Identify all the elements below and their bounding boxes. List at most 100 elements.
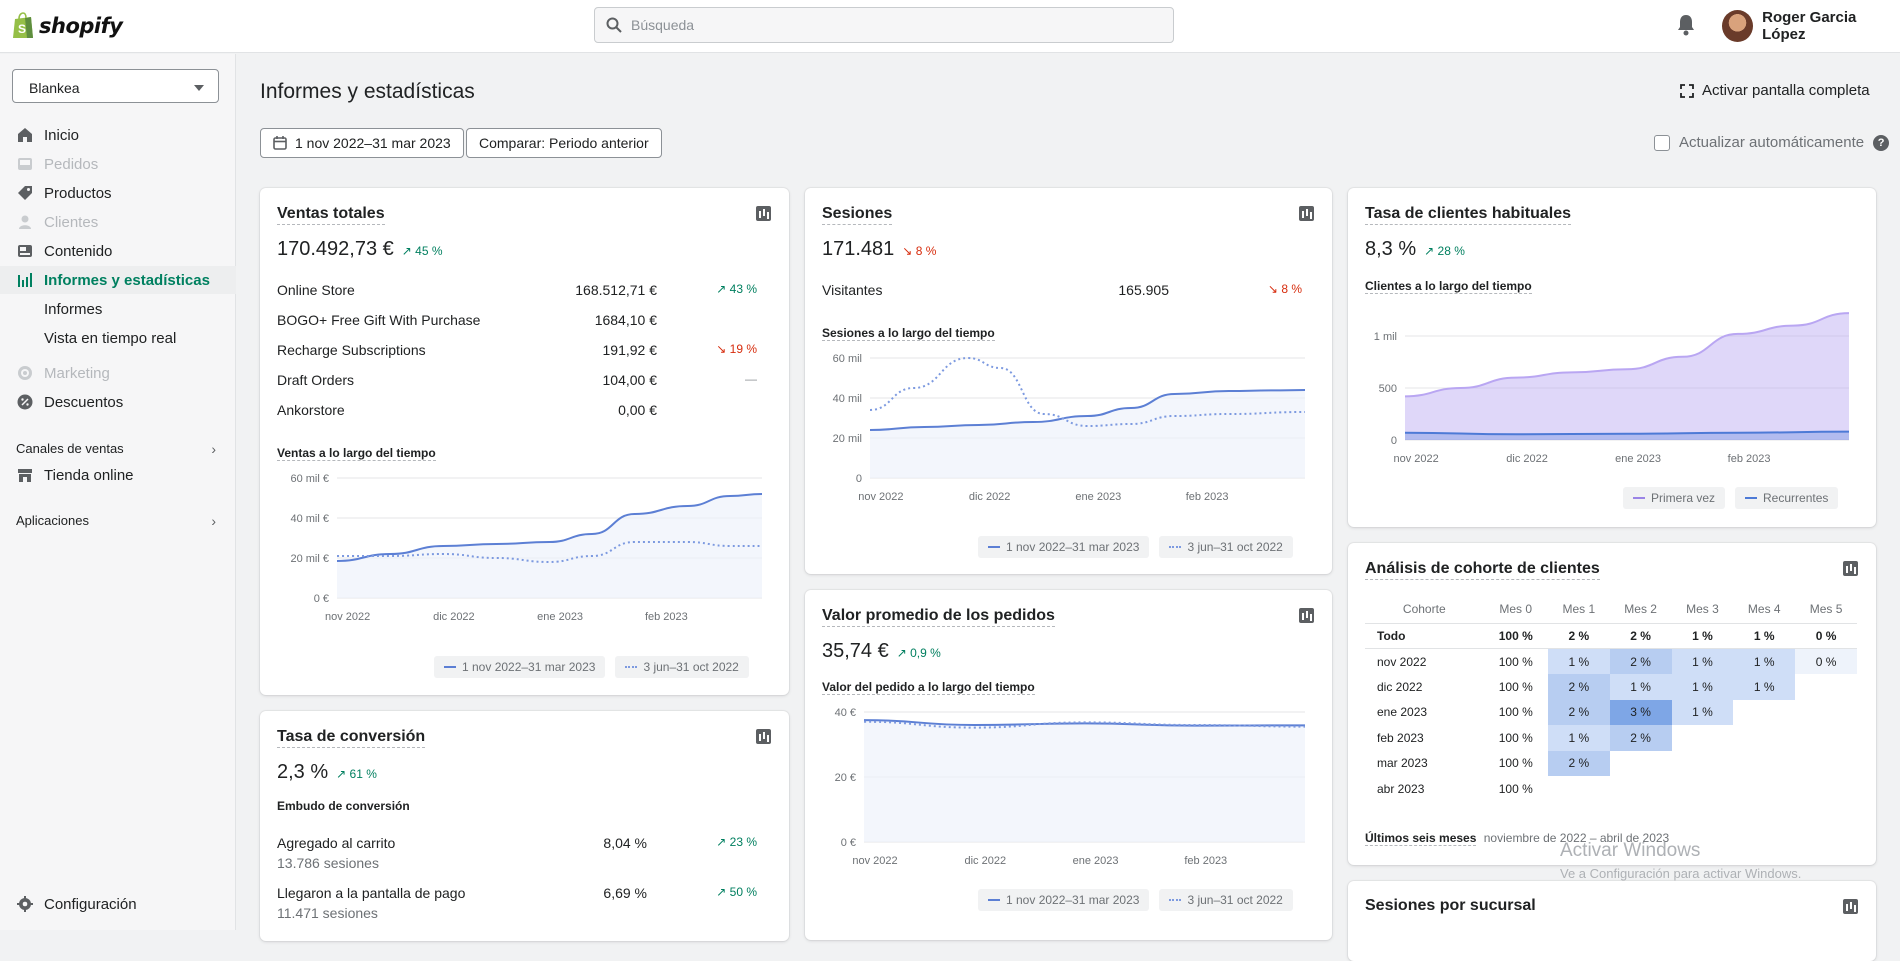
cohort-cell: 1 %	[1733, 648, 1796, 674]
cohort-cell	[1733, 776, 1795, 802]
list-item: Draft Orders 104,00 € —	[277, 372, 757, 392]
list-item: Visitantes 165.905 ↘ 8 %	[822, 282, 1302, 302]
sidebar-item-label: Marketing	[44, 364, 110, 382]
chart-subtitle[interactable]: Valor del pedido a lo largo del tiempo	[822, 680, 1035, 695]
cohort-label: mar 2023	[1377, 756, 1428, 771]
chart-legend: 1 nov 2022–31 mar 2023 3 jun–31 oct 2022	[978, 536, 1293, 558]
report-icon[interactable]	[1843, 899, 1858, 914]
row-value: 168.512,71 €	[575, 282, 657, 298]
cohort-cell: 100 %	[1498, 730, 1533, 745]
card-title[interactable]: Tasa de clientes habituales	[1365, 205, 1572, 225]
row-value: 8,04 %	[603, 835, 647, 851]
sidebar-item-pedidos[interactable]: Pedidos	[0, 150, 236, 178]
report-icon[interactable]	[756, 206, 771, 221]
sidebar-item-vista-real[interactable]: Vista en tiempo real	[0, 324, 236, 352]
report-icon[interactable]	[1299, 206, 1314, 221]
card-title[interactable]: Sesiones	[822, 205, 893, 225]
sidebar-item-configuracion[interactable]: Configuración	[0, 890, 236, 918]
legend-item[interactable]: 1 nov 2022–31 mar 2023	[978, 889, 1150, 911]
fullscreen-button[interactable]: Activar pantalla completa	[1680, 82, 1870, 99]
report-icon[interactable]	[1299, 608, 1314, 623]
report-icon[interactable]	[1843, 561, 1858, 576]
svg-text:S: S	[18, 22, 26, 36]
report-icon[interactable]	[756, 729, 771, 744]
card-title[interactable]: Valor promedio de los pedidos	[822, 607, 1055, 627]
chart-subtitle[interactable]: Sesiones a lo largo del tiempo	[822, 326, 995, 341]
cohort-cell	[1733, 751, 1795, 777]
date-range-button[interactable]: 1 nov 2022–31 mar 2023	[260, 128, 464, 158]
card-title[interactable]: Ventas totales	[277, 205, 385, 225]
store-select[interactable]: Blankea	[12, 69, 219, 103]
metric-number: 35,74 €	[822, 640, 889, 662]
legend-item[interactable]: 3 jun–31 oct 2022	[1159, 536, 1293, 558]
sidebar-item-tienda-online[interactable]: Tienda online	[0, 461, 236, 489]
auto-update-toggle[interactable]: Actualizar automáticamente ?	[1654, 134, 1890, 151]
legend-item[interactable]: Primera vez	[1623, 487, 1726, 509]
series-line[interactable]	[336, 493, 763, 562]
sidebar-item-descuentos[interactable]: Descuentos	[0, 388, 236, 416]
sidebar-item-productos[interactable]: Productos	[0, 179, 236, 207]
metric-number: 2,3 %	[277, 761, 329, 783]
cohort-cell: 1 %	[1547, 648, 1610, 674]
chart-subtitle[interactable]: Clientes a lo largo del tiempo	[1365, 279, 1532, 294]
y-tick-label: 1 mil	[1374, 331, 1397, 343]
series-line[interactable]	[869, 389, 1306, 431]
shopify-logo[interactable]: S shopify	[12, 12, 123, 39]
cohort-cell: 2 %	[1609, 623, 1672, 649]
sidebar-section-canales[interactable]: Canales de ventas ›	[16, 441, 216, 457]
card-title[interactable]: Tasa de conversión	[277, 728, 426, 748]
legend-item[interactable]: 3 jun–31 oct 2022	[615, 656, 749, 678]
card-title[interactable]: Análisis de cohorte de clientes	[1365, 560, 1600, 580]
y-tick-label: 40 mil	[833, 393, 862, 405]
sidebar-section-aplicaciones[interactable]: Aplicaciones ›	[16, 513, 216, 529]
sidebar-item-label: Clientes	[44, 213, 99, 231]
sidebar-item-informes-estadisticas[interactable]: Informes y estadísticas	[0, 266, 236, 294]
x-tick-label: nov 2022	[858, 491, 903, 503]
series-line[interactable]	[336, 541, 762, 564]
legend-item[interactable]: 3 jun–31 oct 2022	[1159, 889, 1293, 911]
series-line[interactable]	[1404, 312, 1850, 398]
help-icon[interactable]: ?	[1873, 134, 1890, 151]
shopify-bag-icon: S	[13, 12, 33, 38]
cohort-label: Todo	[1365, 623, 1484, 649]
bell-icon[interactable]	[1676, 14, 1696, 36]
row-label: Ankorstore	[277, 402, 345, 418]
card-title[interactable]: Sesiones por sucursal	[1365, 897, 1536, 914]
sidebar-item-informes[interactable]: Informes	[0, 295, 236, 323]
trend-value: 0,9 %	[910, 646, 941, 660]
legend-label: 3 jun–31 oct 2022	[1187, 540, 1283, 554]
tag-icon	[18, 186, 32, 200]
compare-button[interactable]: Comparar: Periodo anterior	[466, 128, 662, 158]
avatar	[1722, 10, 1754, 42]
search-input[interactable]: Búsqueda	[594, 7, 1174, 43]
sidebar-item-clientes[interactable]: Clientes	[0, 208, 236, 236]
card-analisis-cohorte: Análisis de cohorte de clientes Cohorte M…	[1348, 543, 1876, 865]
sidebar-item-contenido[interactable]: Contenido	[0, 237, 236, 265]
legend-label: 1 nov 2022–31 mar 2023	[1006, 540, 1140, 554]
user-menu[interactable]: Roger Garcia López	[1722, 9, 1900, 43]
series-line[interactable]	[1404, 430, 1850, 436]
home-icon	[18, 128, 32, 142]
series-line[interactable]	[863, 720, 1306, 729]
store-icon	[18, 469, 32, 482]
cohort-footer-label[interactable]: Últimos seis meses	[1365, 831, 1477, 846]
legend-swatch-dotted	[1169, 546, 1182, 548]
legend-item[interactable]: 1 nov 2022–31 mar 2023	[978, 536, 1150, 558]
series-line[interactable]	[869, 356, 1306, 428]
list-item: Recharge Subscriptions 191,92 € ↘ 19 %	[277, 342, 757, 362]
card-sesiones: Sesiones 171.481 ↘ 8 % Visitantes 165.90…	[805, 188, 1332, 574]
legend-item[interactable]: 1 nov 2022–31 mar 2023	[434, 656, 606, 678]
series-area	[337, 494, 762, 598]
ventas-line-chart: 0 € 20 mil € 40 mil € 60 mil € nov 2022 dic 2…	[290, 473, 763, 623]
auto-update-checkbox[interactable]	[1654, 134, 1670, 151]
windows-watermark-sub: Ve a Configuración para activar Windows.	[1560, 866, 1802, 881]
chart-subtitle[interactable]: Ventas a lo largo del tiempo	[277, 446, 436, 461]
sidebar-item-inicio[interactable]: Inicio	[0, 121, 236, 149]
sidebar-item-marketing[interactable]: Marketing	[0, 359, 236, 387]
cohort-label: abr 2023	[1377, 781, 1425, 796]
legend-label: 1 nov 2022–31 mar 2023	[1006, 893, 1140, 907]
legend-swatch-solid	[988, 899, 1000, 901]
legend-item[interactable]: Recurrentes	[1735, 487, 1839, 509]
y-tick-label: 0 €	[314, 593, 329, 605]
brand-name: shopify	[39, 13, 123, 38]
